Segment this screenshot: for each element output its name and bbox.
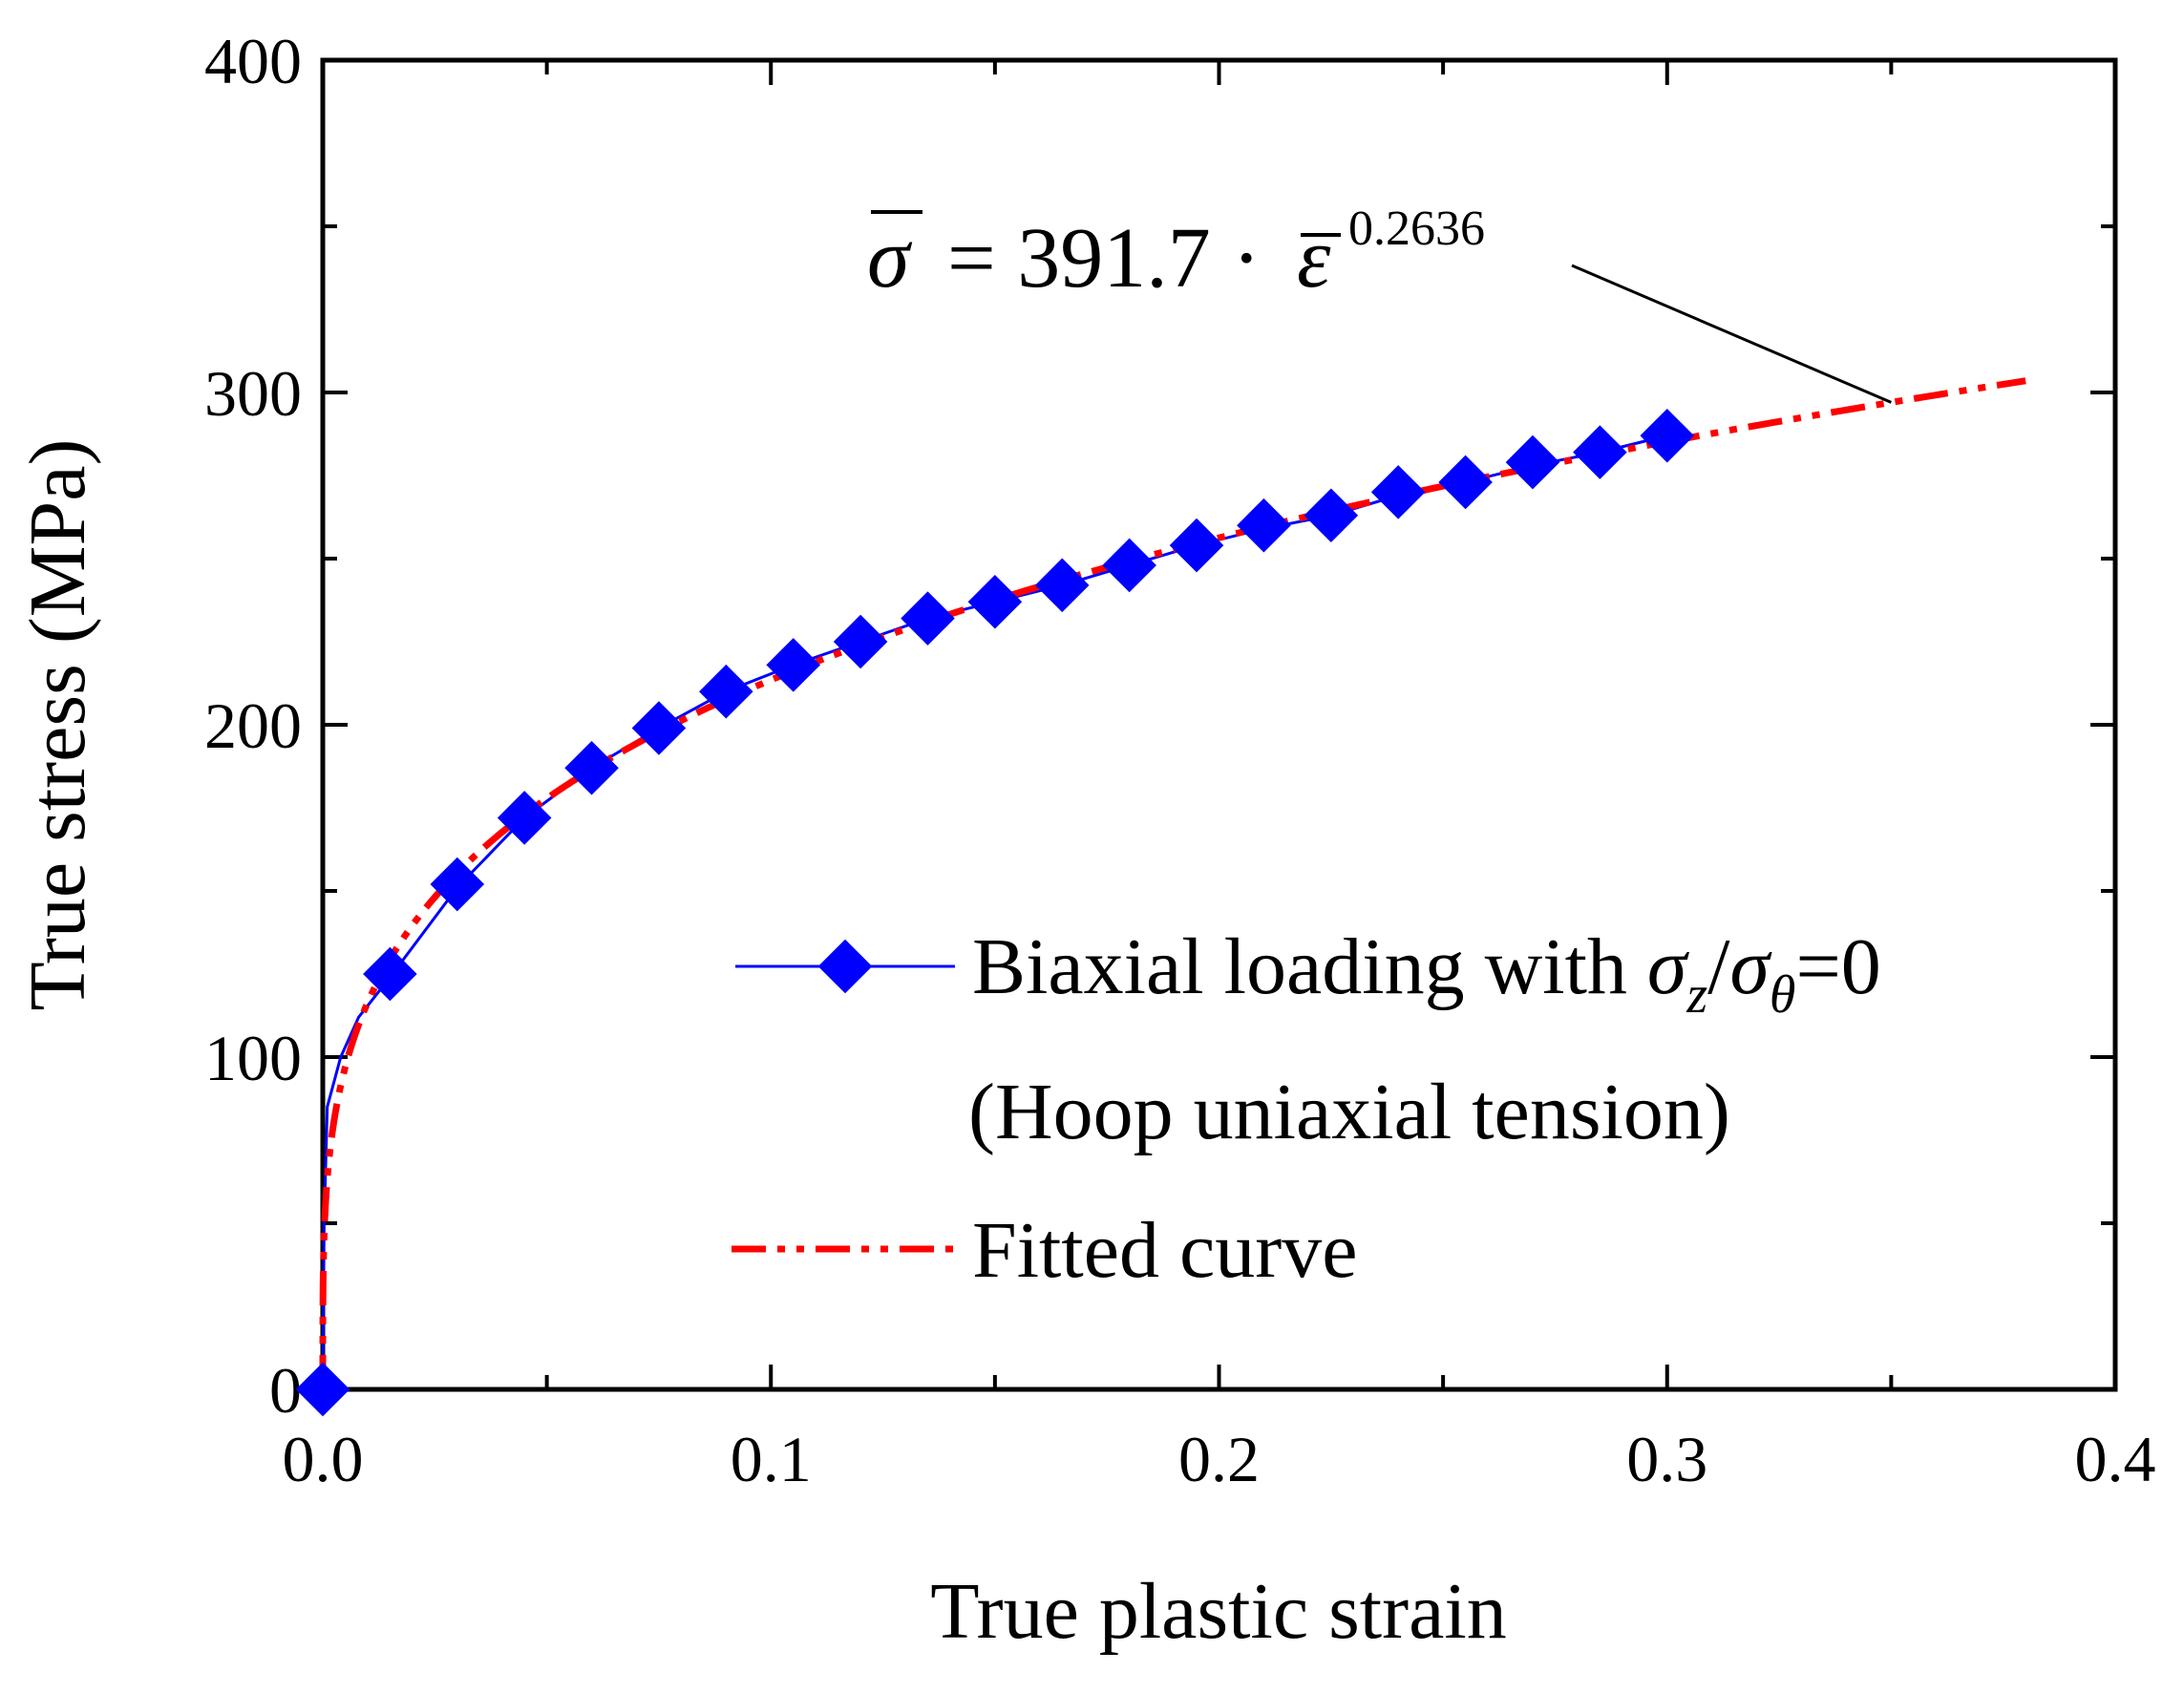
x-tick-label: 0.3 bbox=[1626, 1423, 1707, 1495]
legend-label-fitted: Fitted curve bbox=[972, 1206, 1358, 1295]
biaxial-data-point bbox=[699, 664, 753, 719]
legend: Biaxial loading with σz/σθ=0 (Hoop uniax… bbox=[732, 922, 1881, 1295]
biaxial-data-point bbox=[1438, 455, 1493, 510]
biaxial-data-point bbox=[1034, 558, 1090, 613]
legend-label-biaxial-line2: (Hoop uniaxial tension) bbox=[968, 1068, 1730, 1156]
biaxial-data-point bbox=[1505, 434, 1560, 490]
biaxial-data-point bbox=[901, 591, 955, 646]
legend-label-biaxial: Biaxial loading with σz/σθ=0 bbox=[972, 922, 1881, 1025]
equation-sigma-bar-symbol: σ bbox=[867, 211, 913, 306]
axis-tick-labels: 0.0 0.1 0.2 0.3 0.4 0 100 200 300 400 bbox=[204, 25, 2156, 1495]
y-tick-label: 0 bbox=[269, 1354, 302, 1427]
biaxial-data-point bbox=[1640, 408, 1695, 463]
y-tick-label: 300 bbox=[204, 357, 302, 430]
equation-exponent: 0.2636 bbox=[1348, 201, 1485, 256]
biaxial-data-point bbox=[1169, 518, 1224, 573]
biaxial-data-point bbox=[766, 638, 820, 692]
y-tick-label: 400 bbox=[204, 25, 302, 97]
biaxial-data-point bbox=[564, 740, 619, 795]
x-tick-label: 0.1 bbox=[731, 1423, 812, 1495]
x-axis-title: True plastic strain bbox=[930, 1567, 1507, 1656]
axis-ticks bbox=[321, 58, 2117, 1391]
biaxial-data-point bbox=[1573, 425, 1627, 479]
biaxial-data-point bbox=[1102, 538, 1156, 593]
biaxial-data-point bbox=[833, 614, 888, 669]
y-axis-title: True stress (MPa) bbox=[13, 439, 102, 1011]
x-tick-label: 0.0 bbox=[283, 1423, 364, 1495]
y-tick-label: 100 bbox=[204, 1022, 302, 1094]
series-layer bbox=[295, 377, 2026, 1417]
x-tick-label: 0.4 bbox=[2075, 1423, 2156, 1495]
biaxial-data-point bbox=[1237, 498, 1291, 553]
biaxial-data-point bbox=[497, 791, 552, 845]
fitted-curve-line bbox=[319, 377, 2026, 1390]
equation-pointer-line bbox=[1571, 264, 1892, 404]
y-tick-label: 200 bbox=[204, 689, 302, 762]
equation-annotation: σ = 391.7 · ε 0.2636 bbox=[867, 201, 1892, 404]
x-tick-label: 0.2 bbox=[1178, 1423, 1260, 1495]
biaxial-data-point bbox=[295, 1362, 350, 1417]
biaxial-data-point bbox=[430, 857, 485, 912]
biaxial-data-point bbox=[967, 574, 1023, 629]
equation-body: = 391.7 · bbox=[947, 211, 1261, 306]
biaxial-data-point bbox=[1370, 465, 1426, 519]
biaxial-data-point bbox=[1304, 488, 1359, 543]
legend-swatch-biaxial-marker bbox=[817, 939, 873, 994]
biaxial-data-point bbox=[631, 701, 687, 755]
equation-epsilon-symbol: ε bbox=[1297, 211, 1331, 306]
